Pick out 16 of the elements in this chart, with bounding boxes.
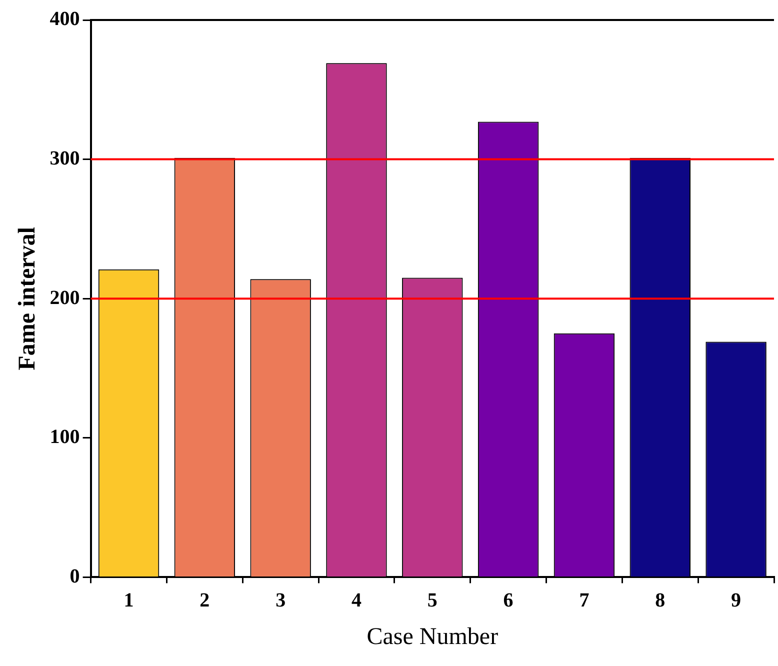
y-tick-label: 300 [50, 147, 80, 170]
y-tick-label: 0 [70, 565, 80, 588]
x-tick-label: 1 [124, 589, 134, 612]
y-tick-label: 200 [50, 286, 80, 309]
x-tick-label: 4 [351, 589, 362, 612]
y-axis-title: Fame interval [14, 226, 41, 370]
y-tick-label: 400 [50, 8, 80, 30]
x-tick-label: 6 [503, 589, 514, 612]
x-tick-label: 2 [200, 589, 210, 612]
x-tick-label: 8 [655, 589, 666, 612]
x-tick-label: 7 [579, 589, 590, 612]
x-tick-label: 5 [427, 589, 438, 612]
x-tick-label: 3 [276, 589, 286, 612]
y-tick-label: 100 [50, 426, 80, 448]
x-axis-title: Case Number [366, 624, 498, 650]
x-tick-label: 9 [731, 589, 742, 612]
